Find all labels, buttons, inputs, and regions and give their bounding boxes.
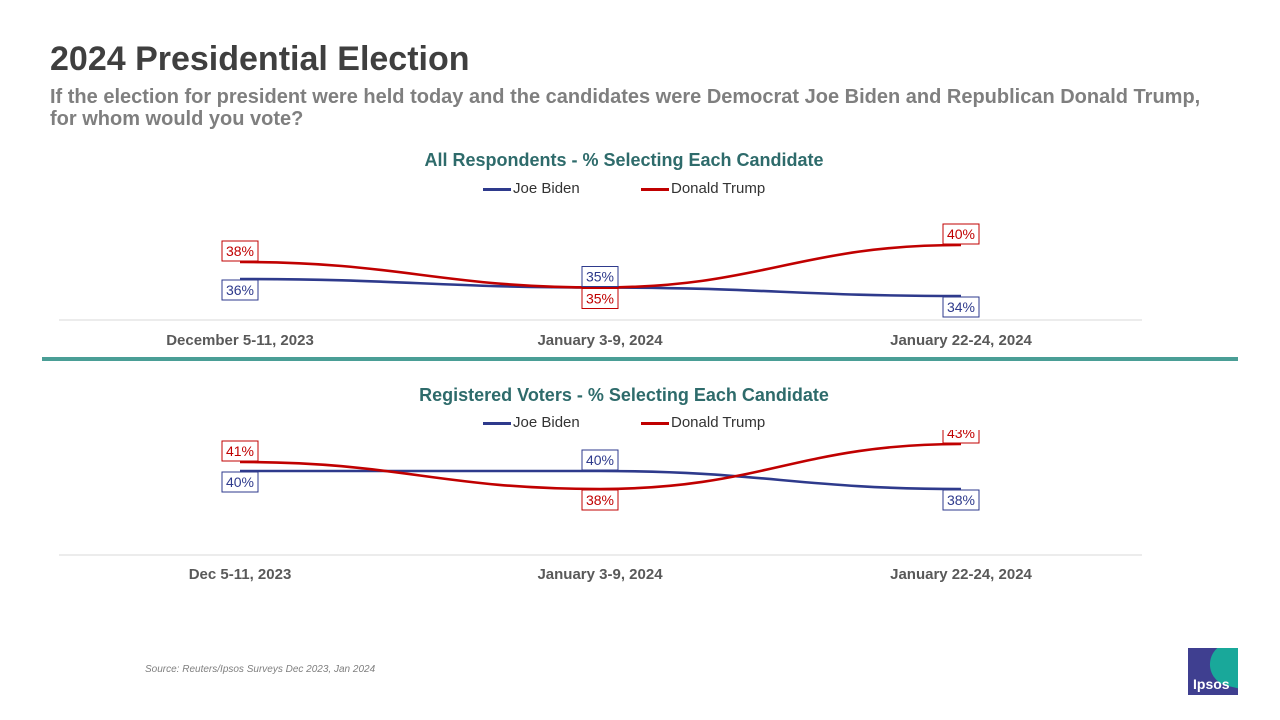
source-note: Source: Reuters/Ipsos Surveys Dec 2023, … [145,664,376,675]
svg-text:38%: 38% [586,492,614,508]
chart-1-plot: December 5-11, 2023 January 3-9, 2024 Janu… [59,223,1142,349]
legend-label-biden: Joe Biden [513,180,580,197]
x-tick-label: January 22-24, 2024 [890,566,1032,583]
data-label-trump: 35% [581,288,619,309]
x-tick-label: Dec 5-11, 2023 [189,566,292,583]
legend-swatch-biden [483,421,511,425]
legend-item-trump: Donald Trump [641,180,765,197]
chart-2-title: Registered Voters - % Selecting Each Can… [419,385,829,405]
svg-text:35%: 35% [586,269,614,285]
svg-text:40%: 40% [947,226,975,242]
x-tick-label: January 3-9, 2024 [537,566,663,583]
data-label-biden: 40% [581,449,619,471]
svg-text:43%: 43% [947,430,975,441]
question-subtitle: If the election for president were held … [50,86,1201,130]
series-line-trump [239,243,962,289]
x-tick-label: January 3-9, 2024 [537,332,663,349]
data-label-trump: 40% [942,223,980,245]
svg-text:38%: 38% [226,243,254,259]
legend-item-biden: Joe Biden [483,414,580,431]
series-line-biden [240,469,962,491]
legend-label-trump: Donald Trump [671,414,766,431]
svg-text:36%: 36% [226,282,254,298]
svg-text:35%: 35% [586,291,614,307]
svg-text:40%: 40% [586,452,614,468]
data-label-trump: 38% [581,489,619,511]
legend-item-biden: Joe Biden [483,180,580,197]
data-label-biden: 35% [581,266,619,287]
svg-text:41%: 41% [226,443,254,459]
x-tick-label: January 22-24, 2024 [890,332,1032,349]
data-label-biden: 38% [942,489,980,511]
legend-swatch-trump [641,421,669,425]
data-label-biden: 34% [942,296,980,318]
data-label-biden: 36% [221,279,259,301]
legend-label-trump: Donald Trump [671,180,766,197]
data-label-biden: 40% [221,471,259,493]
ipsos-logo: Ipsos [1188,648,1238,695]
svg-text:38%: 38% [947,492,975,508]
data-label-trump: 38% [221,240,259,262]
legend-swatch-biden [483,187,511,191]
legend-label-biden: Joe Biden [513,414,580,431]
series-line-trump [239,442,962,491]
x-tick-label: December 5-11, 2023 [166,332,314,349]
page-title: 2024 Presidential Election [50,40,470,78]
legend-swatch-trump [641,187,669,191]
data-label-trump: 43% [942,430,980,444]
legend-item-trump: Donald Trump [641,414,765,431]
logo-text: Ipsos [1193,676,1230,692]
chart-1-title: All Respondents - % Selecting Each Candi… [424,150,824,170]
svg-text:40%: 40% [226,474,254,490]
svg-text:34%: 34% [947,299,975,315]
section-divider [42,357,1238,361]
data-label-trump: 41% [221,440,259,462]
chart-2-plot: Dec 5-11, 2023 January 3-9, 2024 January 2… [59,430,1142,583]
